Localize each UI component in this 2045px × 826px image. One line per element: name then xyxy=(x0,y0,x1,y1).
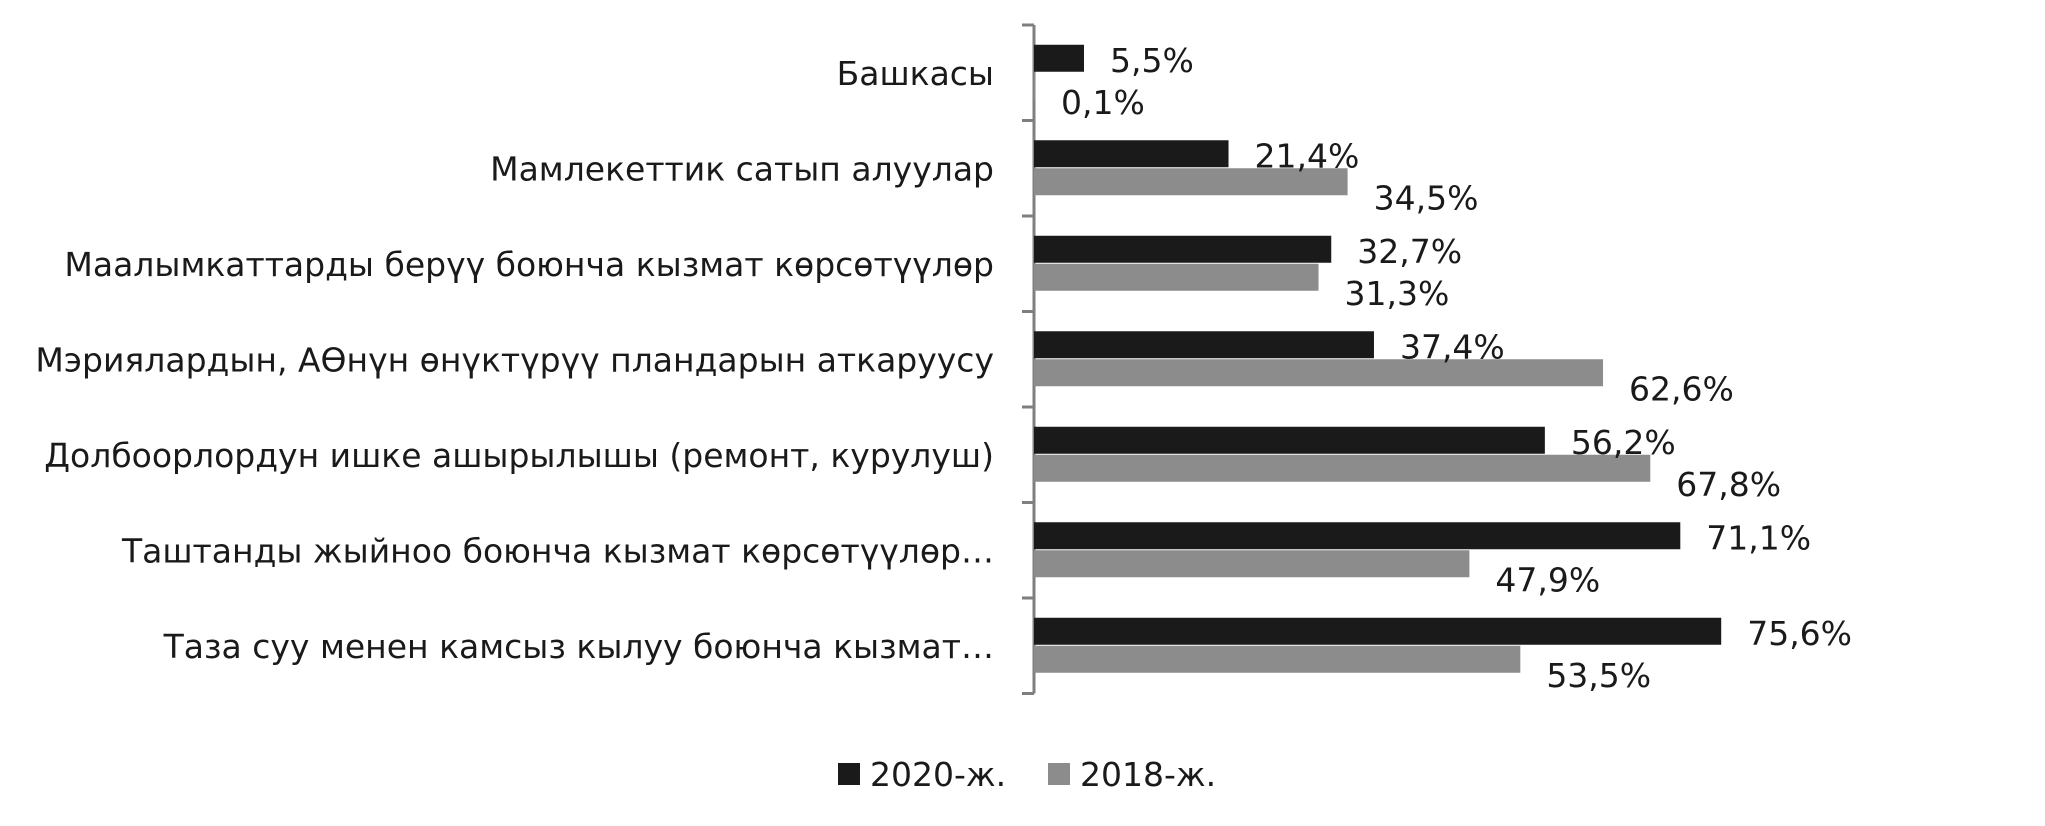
category-label: Таза суу менен камсыз кылуу боюнча кызма… xyxy=(163,627,994,666)
axis-layer xyxy=(1022,23,1036,695)
category-label: Башкасы xyxy=(837,54,994,93)
bars-layer xyxy=(1034,44,1722,673)
data-label: 5,5% xyxy=(1110,41,1194,80)
data-label: 75,6% xyxy=(1747,614,1852,653)
data-label: 47,9% xyxy=(1495,560,1600,599)
category-label: Мамлекеттик сатып алуулар xyxy=(490,149,994,188)
data-label: 53,5% xyxy=(1546,656,1651,695)
bar-series-2018 xyxy=(1034,263,1319,291)
category-label: Долбоорлордун ишке ашырылышы (ремонт, ку… xyxy=(44,436,994,475)
data-label: 37,4% xyxy=(1400,327,1505,366)
bar-series-2018 xyxy=(1034,168,1348,196)
bar-series-2020 xyxy=(1034,426,1545,454)
bar-series-2018 xyxy=(1034,72,1035,100)
bar-series-2018 xyxy=(1034,645,1521,673)
bar-series-2020 xyxy=(1034,331,1374,359)
legend: 2020-ж. 2018-ж. xyxy=(838,755,1216,794)
data-label: 71,1% xyxy=(1706,518,1811,557)
bar-series-2018 xyxy=(1034,359,1604,387)
labels-layer: Башкасы 5,5%0,1% Мамлекеттик сатып алуулар… xyxy=(35,41,1852,695)
bar-series-2018 xyxy=(1034,454,1651,482)
category-label: Таштанды жыйноо боюнча кызмат көрсөтүүлө… xyxy=(121,531,994,570)
data-label: 62,6% xyxy=(1629,369,1734,408)
bar-series-2020 xyxy=(1034,235,1332,263)
bar-series-2020 xyxy=(1034,140,1229,168)
legend-swatch xyxy=(838,763,860,785)
bar-series-2020 xyxy=(1034,522,1681,550)
data-label: 32,7% xyxy=(1357,232,1462,271)
category-label: Мэриялардын, АӨнүн өнүктүрүү пландарын а… xyxy=(35,340,994,379)
data-label: 31,3% xyxy=(1345,274,1450,313)
bar-series-2018 xyxy=(1034,550,1470,578)
data-label: 67,8% xyxy=(1676,465,1781,504)
data-label: 0,1% xyxy=(1061,83,1145,122)
bar-series-2020 xyxy=(1034,617,1722,645)
legend-label: 2020-ж. xyxy=(870,755,1006,794)
data-label: 34,5% xyxy=(1374,178,1479,217)
bar-series-2020 xyxy=(1034,44,1084,72)
data-label: 21,4% xyxy=(1255,136,1360,175)
category-label: Маалымкаттарды берүү боюнча кызмат көрсө… xyxy=(64,245,994,284)
legend-label: 2018-ж. xyxy=(1080,755,1216,794)
data-label: 56,2% xyxy=(1571,423,1676,462)
legend-swatch xyxy=(1048,763,1070,785)
